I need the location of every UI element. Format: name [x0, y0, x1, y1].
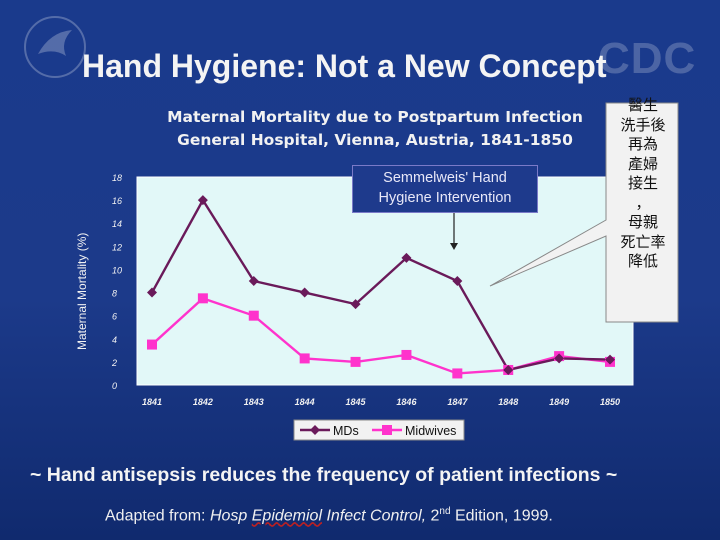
chart-title-line-1: Maternal Mortality due to Postpartum Inf… — [167, 108, 583, 126]
data-point-midwives — [401, 349, 412, 360]
chinese-note: 醫生 洗手後 再為 產婦 接生 ， 母親 死亡率 降低 — [613, 96, 673, 272]
y-tick-label: 14 — [112, 219, 122, 229]
cdc-watermark: CDC — [598, 34, 697, 83]
chinese-note-line: 再為 — [627, 135, 658, 153]
y-tick-label: 6 — [112, 312, 117, 322]
x-tick-label: 1843 — [244, 397, 264, 407]
legend-marker-mds — [310, 425, 320, 435]
x-tick-label: 1844 — [295, 397, 315, 407]
data-point-mds — [401, 252, 412, 263]
tagline: ~ Hand antisepsis reduces the frequency … — [30, 464, 618, 486]
chinese-note-line: 母親 — [627, 213, 658, 231]
data-point-mds — [197, 195, 208, 206]
legend-marker-midwives — [382, 425, 392, 435]
citation-edition-suffix: nd — [439, 506, 451, 517]
citation-edition-rest: Edition, 1999. — [450, 507, 553, 525]
chart-title-line-2: General Hospital, Vienna, Austria, 1841-… — [177, 131, 573, 149]
data-point-midwives — [350, 356, 361, 367]
x-tick-label: 1850 — [600, 397, 620, 407]
series-line-mds — [150, 197, 611, 372]
slide-title: Hand Hygiene: Not a New Concept — [82, 48, 607, 84]
chart-title: Maternal Mortality due to Postpartum Inf… — [130, 106, 620, 152]
data-point-midwives — [197, 293, 208, 304]
intervention-arrow-head — [450, 243, 458, 250]
x-tick-label: 1841 — [142, 397, 162, 407]
legend-label-mds: MDs — [333, 424, 359, 438]
chinese-note-line: 死亡率 — [620, 232, 666, 251]
chinese-note-line: ， — [635, 193, 651, 212]
data-point-mds — [503, 364, 514, 375]
x-tick-label: 1847 — [447, 397, 468, 407]
data-point-mds — [248, 276, 259, 286]
data-point-midwives — [248, 310, 259, 321]
data-point-mds — [605, 354, 615, 365]
legend-label-midwives: Midwives — [405, 424, 456, 438]
y-tick-label: 0 — [112, 381, 117, 391]
x-tick-label: 1848 — [498, 397, 518, 407]
y-tick-label: 16 — [112, 196, 122, 206]
y-tick-label: 2 — [111, 358, 117, 368]
y-tick-label: 8 — [112, 289, 117, 299]
data-point-mds — [452, 276, 463, 286]
semmelweis-callout-line-1: Semmelweis' Hand — [383, 170, 507, 186]
chart-legend: MDs Midwives — [293, 419, 465, 441]
citation-edition-number: 2 — [426, 507, 440, 525]
citation-journal-1: Hosp — [209, 507, 252, 525]
data-point-mds — [147, 287, 157, 298]
chinese-note-line: 產婦 — [627, 154, 658, 173]
x-tick-label: 1846 — [396, 397, 417, 407]
chinese-note-line: 降低 — [627, 252, 658, 270]
citation-journal-2: Epidemiol — [251, 507, 323, 525]
hhs-eagle-logo-icon — [24, 16, 86, 78]
data-point-mds — [554, 353, 565, 364]
citation-prefix: Adapted from: — [105, 507, 210, 525]
chinese-note-line: 醫生 — [627, 96, 658, 114]
chinese-note-line: 接生 — [627, 174, 658, 192]
semmelweis-callout: Semmelweis' Hand Hygiene Intervention — [352, 165, 538, 213]
x-tick-label: 1842 — [193, 397, 213, 407]
chinese-callout-bubble — [489, 102, 679, 323]
data-point-midwives — [452, 368, 463, 379]
y-tick-label: 12 — [112, 242, 122, 252]
y-tick-label: 18 — [112, 173, 122, 183]
x-tick-label: 1849 — [549, 397, 569, 407]
data-point-mds — [350, 299, 361, 310]
data-point-midwives — [147, 339, 157, 350]
y-tick-label: 4 — [112, 335, 117, 345]
y-tick-label: 10 — [112, 265, 122, 275]
chinese-note-line: 洗手後 — [620, 115, 666, 134]
x-tick-label: 1845 — [346, 397, 367, 407]
citation-journal-3: Infect Control, — [322, 507, 427, 525]
data-point-mds — [299, 287, 310, 298]
citation: Adapted from: Hosp Epidemiol Infect Cont… — [105, 506, 553, 525]
semmelweis-callout-line-2: Hygiene Intervention — [378, 190, 512, 206]
data-point-midwives — [299, 353, 310, 364]
